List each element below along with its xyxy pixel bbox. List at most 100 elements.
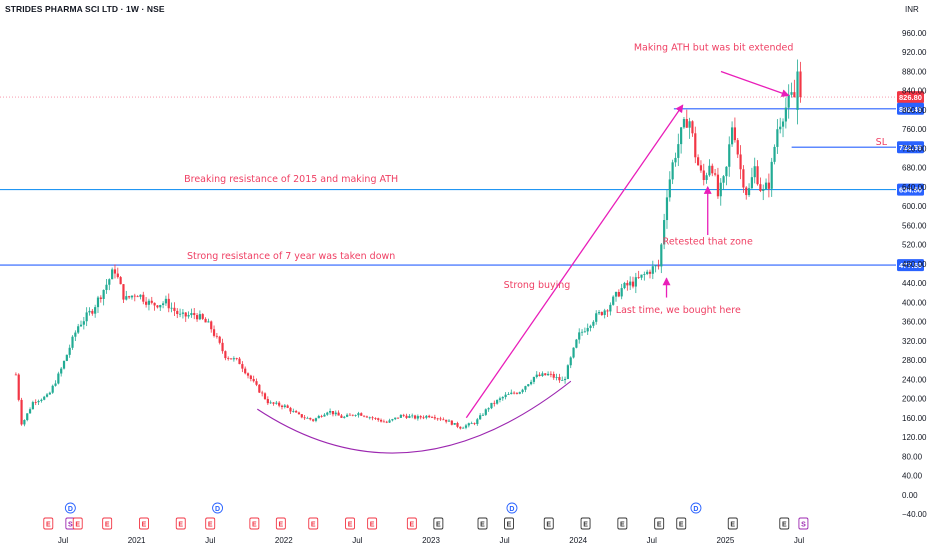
candle-body: [252, 379, 255, 382]
candle-body: [677, 144, 680, 158]
candle-body: [348, 414, 352, 416]
candle-body: [246, 373, 250, 376]
candle-body: [439, 418, 442, 420]
candle-body: [145, 301, 148, 305]
candle-body: [606, 310, 609, 312]
y-tick-label: 480.00: [902, 260, 927, 269]
candle-body: [708, 165, 711, 176]
candle-body: [711, 165, 714, 174]
candle-body: [521, 389, 524, 393]
candle-body: [759, 184, 762, 191]
candle-body: [671, 162, 674, 180]
earnings-marker-label: E: [782, 522, 787, 529]
candle-body: [476, 419, 479, 425]
candle-body: [371, 417, 374, 419]
strong-buying-arrow: [465, 104, 684, 419]
candles: [14, 59, 802, 430]
candle-body: [130, 295, 134, 298]
candle-body: [224, 351, 227, 359]
y-tick-label: 560.00: [902, 221, 927, 230]
candle-body: [385, 421, 388, 423]
earnings-marker: [406, 517, 417, 530]
candle-body: [561, 380, 564, 381]
candle-body: [221, 342, 224, 352]
candle-body: [399, 414, 402, 418]
candle-body: [54, 383, 57, 386]
candle-body: [167, 298, 170, 309]
price-badge: [897, 183, 924, 196]
price-badge: [897, 259, 924, 272]
candle-body: [368, 417, 371, 419]
candle-body: [459, 426, 462, 429]
candle-body: [379, 419, 383, 422]
earnings-marker-label: E: [142, 522, 147, 529]
candle-body: [586, 327, 589, 332]
candle-body: [331, 411, 335, 415]
y-tick-label: 440.00: [902, 279, 927, 288]
candle-body: [354, 415, 357, 417]
candle-body: [402, 414, 405, 416]
x-tick-label: Jul: [352, 536, 362, 545]
candle-body: [207, 321, 210, 323]
candle-body: [793, 92, 796, 98]
y-tick-label: 920.00: [902, 48, 927, 57]
candle-body: [578, 332, 581, 340]
candle-body: [45, 394, 49, 397]
x-tick-label: Jul: [794, 536, 804, 545]
candle-body: [510, 392, 513, 395]
candle-body: [493, 402, 496, 404]
candle-body: [215, 335, 218, 337]
candle-body: [309, 417, 312, 420]
candle-body: [541, 373, 544, 377]
earnings-marker: [727, 517, 738, 530]
candle-body: [374, 418, 377, 419]
candle-body: [229, 358, 233, 360]
candle-body: [487, 408, 490, 410]
candle-body: [776, 129, 779, 147]
candle-body: [728, 144, 731, 167]
candle-body: [583, 331, 586, 333]
candle-body: [784, 107, 787, 122]
candle-body: [40, 399, 43, 401]
candle-body: [532, 376, 536, 382]
candle-body: [504, 394, 507, 398]
candle-body: [150, 300, 153, 303]
x-tick-label: Jul: [205, 536, 215, 545]
candle-body: [535, 374, 538, 377]
candle-body: [119, 277, 122, 285]
candle-body: [419, 416, 422, 418]
candle-body: [357, 413, 360, 416]
candle-body: [23, 419, 26, 425]
candle-body: [719, 182, 722, 197]
candle-body: [654, 265, 657, 267]
earnings-marker-label: S: [801, 522, 806, 529]
y-tick-label: 320.00: [902, 337, 927, 346]
candle-body: [170, 307, 173, 309]
price-badge-label: 634.50: [899, 186, 922, 195]
earnings-marker-label: S: [68, 522, 73, 529]
candle-body: [161, 303, 165, 305]
candle-body: [651, 266, 654, 274]
candle-body: [563, 378, 567, 381]
candle-body: [249, 375, 252, 380]
candle-body: [555, 377, 558, 378]
candle-body: [147, 300, 151, 305]
candle-body: [790, 92, 793, 95]
y-tick-label: 720.00: [902, 144, 927, 153]
candle-body: [62, 360, 66, 369]
candle-body: [529, 381, 533, 385]
earnings-marker-label: E: [436, 522, 441, 529]
candle-body: [422, 417, 425, 419]
x-tick-label: Jul: [58, 536, 68, 545]
candle-body: [433, 417, 436, 419]
candle-body: [685, 119, 688, 128]
candle-body: [413, 415, 417, 419]
annotation-text: Breaking resistance of 2015 and making A…: [184, 174, 398, 185]
candle-body: [736, 140, 739, 155]
candle-body: [640, 274, 643, 278]
candle-body: [462, 427, 465, 429]
earnings-marker: [72, 517, 83, 530]
candle-body: [204, 318, 207, 323]
earnings-marker: [477, 517, 488, 530]
